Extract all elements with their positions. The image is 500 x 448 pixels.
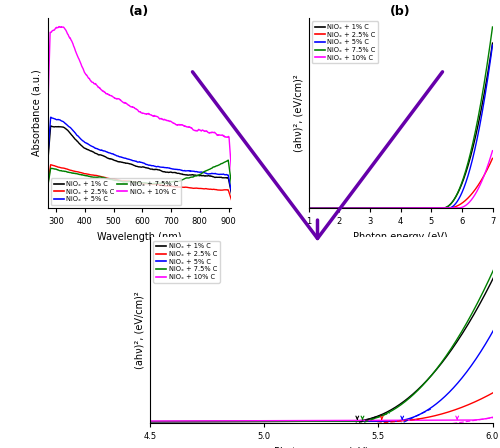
Title: (b): (b) (390, 5, 411, 18)
Legend: NiOₓ + 1% C, NiOₓ + 2.5% C, NiOₓ + 5% C, NiOₓ + 7.5% C, NiOₓ + 10% C: NiOₓ + 1% C, NiOₓ + 2.5% C, NiOₓ + 5% C,… (154, 241, 220, 283)
Legend: NiOₓ + 1% C, NiOₓ + 2.5% C, NiOₓ + 5% C, NiOₓ + 7.5% C, NiOₓ + 10% C: NiOₓ + 1% C, NiOₓ + 2.5% C, NiOₓ + 5% C,… (312, 21, 378, 63)
Title: (a): (a) (130, 5, 150, 18)
X-axis label: Wavelength (nm): Wavelength (nm) (97, 232, 182, 242)
Y-axis label: (ahν)², (eV/cm)²: (ahν)², (eV/cm)² (134, 292, 144, 369)
Y-axis label: Absorbance (a.u.): Absorbance (a.u.) (32, 70, 42, 156)
X-axis label: Photon energy (eV): Photon energy (eV) (353, 232, 448, 242)
X-axis label: Photon energy (eV): Photon energy (eV) (274, 447, 368, 448)
Legend: NiOₓ + 1% C, NiOₓ + 2.5% C, NiOₓ + 5% C, NiOₓ + 7.5% C, NiOₓ + 10% C: NiOₓ + 1% C, NiOₓ + 2.5% C, NiOₓ + 5% C,… (51, 178, 181, 205)
Y-axis label: (ahν)², (eV/cm)²: (ahν)², (eV/cm)² (293, 74, 303, 152)
